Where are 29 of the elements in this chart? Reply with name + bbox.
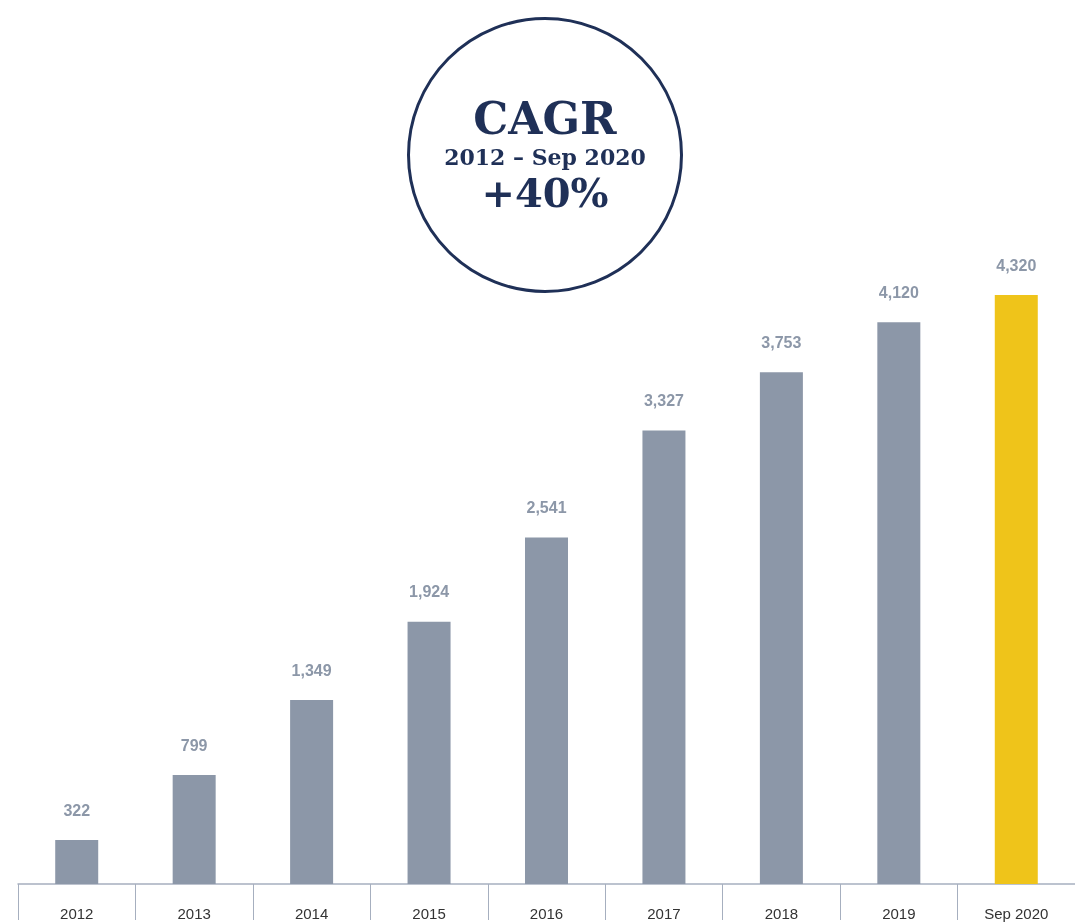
bar — [877, 322, 921, 884]
data-label: 3,327 — [643, 391, 685, 409]
x-tick-label: 2012 — [60, 905, 94, 922]
bar — [759, 372, 803, 884]
bar — [642, 430, 686, 884]
text: 2012 – Sep 2020 — [444, 143, 646, 170]
data-label: 2,541 — [526, 499, 567, 517]
bar — [407, 621, 451, 884]
data-label: 1,349 — [291, 661, 332, 679]
data-label: 3,753 — [761, 333, 802, 351]
bar — [55, 840, 99, 884]
data-label: 799 — [180, 736, 208, 754]
x-tick-label: Sep 2020 — [984, 905, 1049, 922]
bar — [994, 295, 1038, 884]
x-tick-label: 2018 — [764, 905, 799, 922]
x-tick-label: 2015 — [412, 905, 446, 922]
data-label: 322 — [63, 801, 91, 819]
data-label: 4,320 — [996, 256, 1037, 274]
data-label: 4,120 — [878, 283, 919, 301]
bar — [290, 700, 334, 884]
bar — [172, 775, 216, 884]
data-label: 1,924 — [409, 583, 450, 601]
text: CAGR — [473, 93, 617, 145]
x-tick-label: 2017 — [647, 905, 681, 922]
bar — [525, 537, 568, 884]
x-tick-label: 2019 — [882, 905, 916, 922]
x-tick-label: 2013 — [177, 905, 211, 922]
x-tick-label: 2014 — [294, 905, 329, 922]
x-tick-label: 2016 — [529, 905, 564, 922]
